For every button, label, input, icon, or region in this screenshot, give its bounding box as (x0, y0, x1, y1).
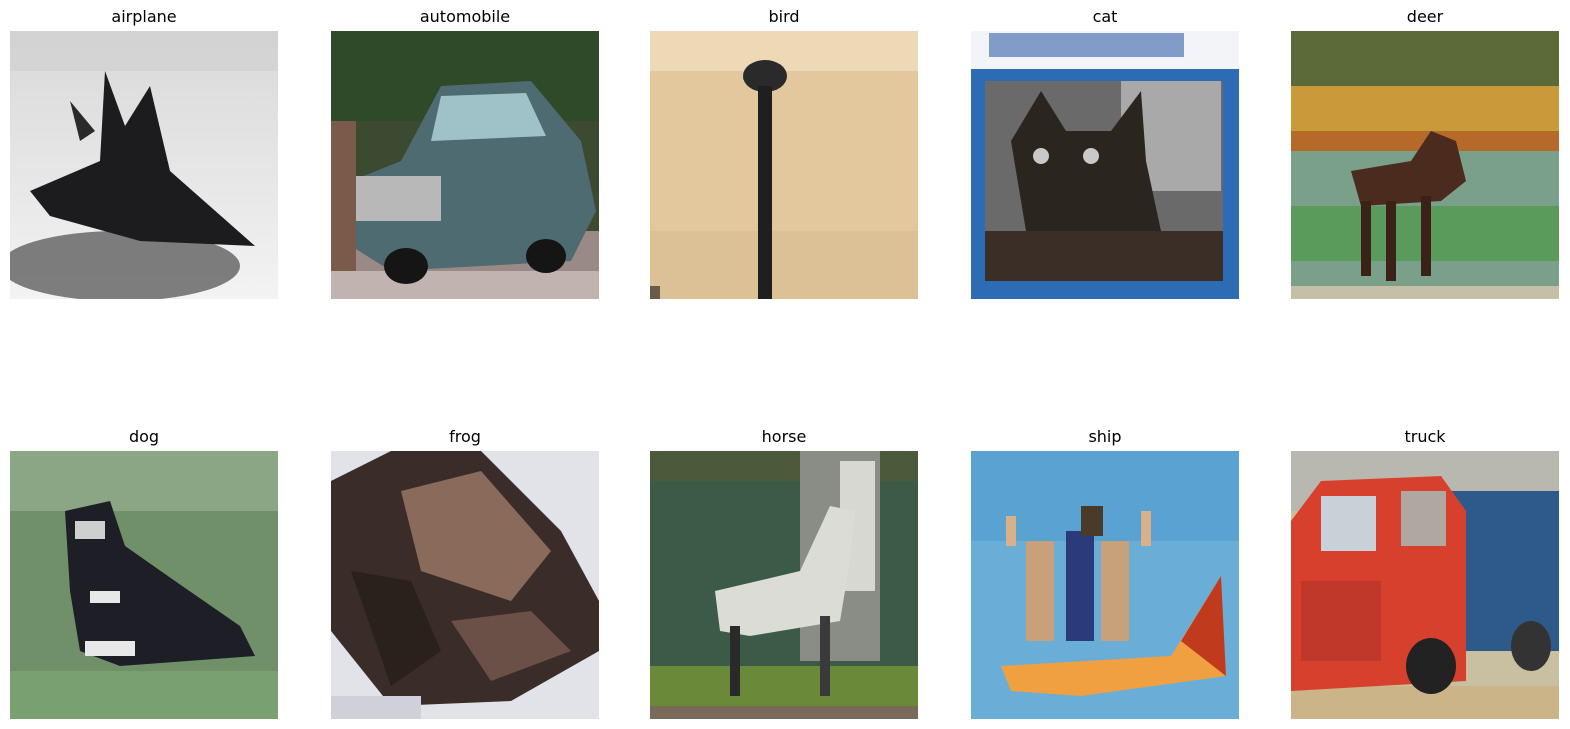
image-airplane (10, 31, 278, 299)
image-deer (1291, 31, 1559, 299)
panel-title: airplane (111, 7, 177, 26)
panel-title: cat (1092, 7, 1118, 26)
panel-title: ship (1088, 427, 1122, 446)
image-cat (971, 31, 1239, 299)
image-ship (971, 451, 1239, 719)
image-dog (10, 451, 278, 719)
panel-title: horse (761, 427, 807, 446)
panel-title: frog (449, 427, 481, 446)
image-bird (650, 31, 918, 299)
image-truck (1291, 451, 1559, 719)
panel-title: automobile (419, 7, 511, 26)
panel-title: truck (1404, 427, 1446, 446)
panel-title: deer (1406, 7, 1444, 26)
panel-title: dog (128, 427, 160, 446)
image-frog (331, 451, 599, 719)
image-automobile (331, 31, 599, 299)
panel-title: bird (768, 7, 800, 26)
image-horse (650, 451, 918, 719)
